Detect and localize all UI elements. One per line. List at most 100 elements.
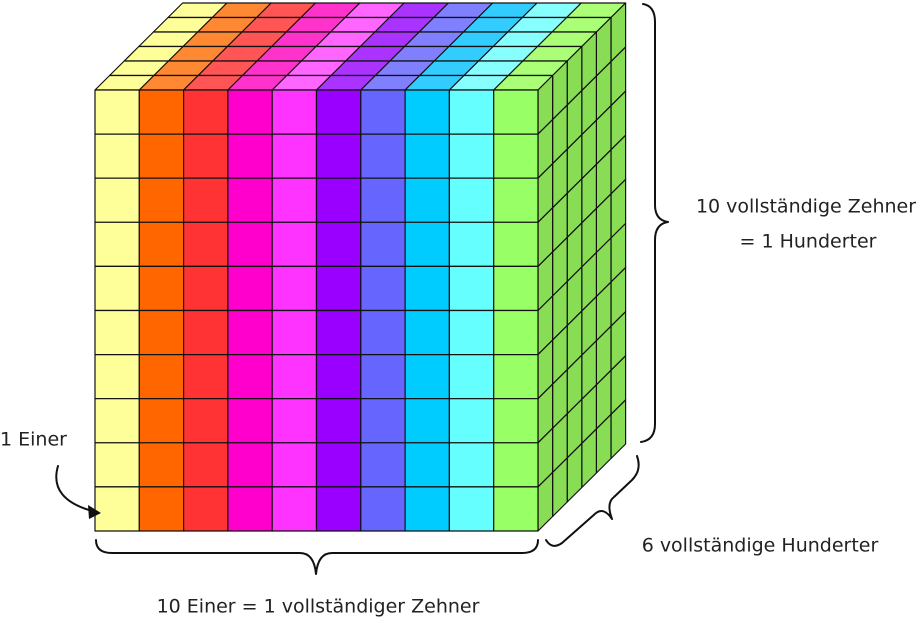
front-cube (315, 177, 362, 223)
front-cube (448, 442, 495, 488)
front-cube (448, 486, 495, 532)
front-cube (360, 221, 406, 267)
front-cube (227, 354, 273, 400)
front-cube (360, 309, 406, 356)
front-cube (183, 265, 229, 312)
front-cube (94, 133, 140, 179)
front-cube (315, 133, 362, 179)
front-cube (360, 354, 406, 400)
front-cube (94, 309, 140, 356)
front-cube (360, 133, 406, 179)
front-cube (493, 309, 539, 356)
front-cube (404, 354, 450, 400)
front-cube (448, 398, 495, 444)
width-label: 10 Einer = 1 vollständiger Zehner (157, 596, 480, 618)
front-cube (138, 133, 185, 179)
front-cube (183, 221, 229, 267)
front-cube (315, 265, 362, 312)
front-cube (271, 265, 318, 312)
front-cube (360, 89, 406, 135)
front-cube (138, 398, 185, 444)
front-cube (404, 309, 450, 356)
front-cube (448, 221, 495, 267)
front-cube (271, 398, 318, 444)
front-cube (138, 177, 185, 223)
front-cube (227, 486, 273, 532)
unit-arrow (55, 465, 97, 513)
front-cube (360, 442, 406, 488)
unit-label: 1 Einer (0, 429, 67, 451)
front-cube (493, 221, 539, 267)
front-cube (493, 442, 539, 488)
front-cube (94, 442, 140, 488)
front-cube (94, 398, 140, 444)
front-cube (227, 309, 273, 356)
width-brace (95, 539, 539, 575)
front-cube (227, 133, 273, 179)
front-cube (183, 133, 229, 179)
front-cube (183, 486, 229, 532)
front-cube (271, 177, 318, 223)
front-cube (315, 309, 362, 356)
front-cube (183, 354, 229, 400)
front-cube (227, 265, 273, 312)
front-cube (271, 442, 318, 488)
front-cube (183, 177, 229, 223)
front-cube (360, 398, 406, 444)
front-cube (315, 398, 362, 444)
front-cube (271, 89, 318, 135)
height-label: 10 vollständige Zehner (696, 196, 916, 218)
height-brace (640, 3, 669, 443)
front-cube (404, 486, 450, 532)
front-cube (227, 398, 273, 444)
front-cube (493, 354, 539, 400)
front-cube (404, 442, 450, 488)
front-cube (138, 486, 185, 532)
front-cube (94, 221, 140, 267)
front-cube (138, 354, 185, 400)
depth-brace (545, 455, 640, 547)
front-cube (94, 354, 140, 400)
front-cube (271, 486, 318, 532)
front-cube (360, 177, 406, 223)
front-cube (493, 177, 539, 223)
unit-arrowhead (88, 505, 101, 519)
front-cube (94, 177, 140, 223)
front-cube (404, 133, 450, 179)
front-cube (138, 265, 185, 312)
front-cube (138, 221, 185, 267)
front-cube (404, 221, 450, 267)
front-cube (493, 265, 539, 312)
front-cube (183, 89, 229, 135)
front-cube (271, 309, 318, 356)
front-cube (271, 221, 318, 267)
front-cube (404, 398, 450, 444)
front-cube (448, 177, 495, 223)
front-cube (493, 133, 539, 179)
front-cube (493, 89, 539, 135)
front-cube (315, 486, 362, 532)
front-cube (183, 398, 229, 444)
front-cube (448, 89, 495, 135)
cube (94, 2, 627, 532)
front-cube (493, 398, 539, 444)
front-cube (360, 265, 406, 312)
front-cube (227, 89, 273, 135)
front-cube (448, 265, 495, 312)
front-cube (315, 354, 362, 400)
front-cube (94, 265, 140, 312)
front-cube (448, 133, 495, 179)
front-cube (138, 442, 185, 488)
front-cube (271, 133, 318, 179)
front-cube (404, 89, 450, 135)
front-cube (138, 89, 185, 135)
front-cube (493, 486, 539, 532)
front-cube (404, 177, 450, 223)
height-label: = 1 Hunderter (740, 231, 877, 253)
front-cube (138, 309, 185, 356)
front-cube (404, 265, 450, 312)
front-cube (271, 354, 318, 400)
front-cube (227, 177, 273, 223)
front-cube (183, 309, 229, 356)
